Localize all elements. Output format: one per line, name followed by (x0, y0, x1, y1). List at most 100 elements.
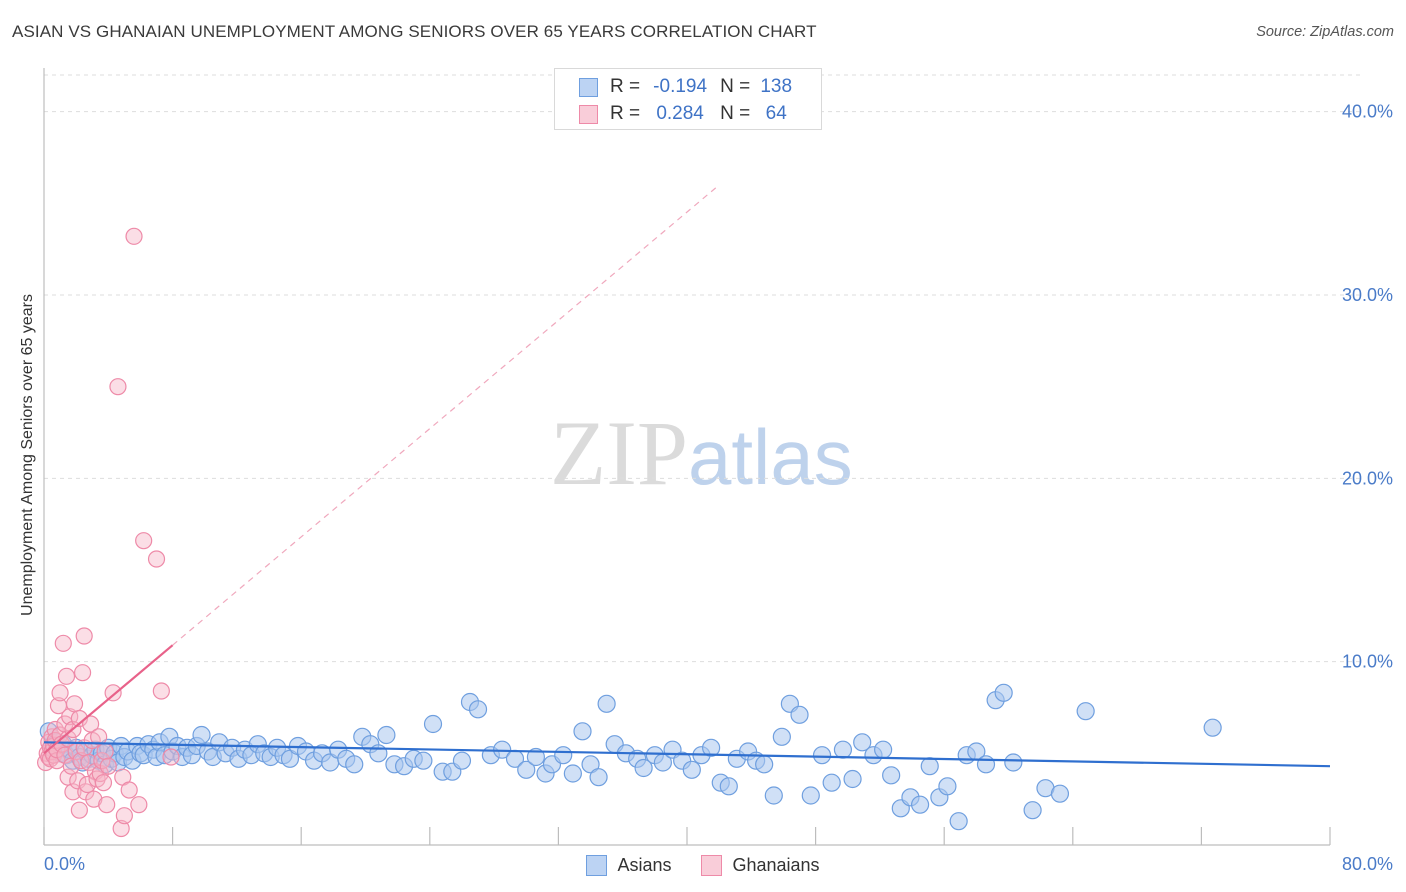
ghanaian-point (109, 378, 127, 396)
stats-n-label-asians: N = (720, 76, 751, 97)
asian-point (517, 760, 536, 779)
asian-point (764, 786, 783, 805)
ghanaian-trendline (43, 644, 174, 755)
asian-point (920, 757, 939, 776)
ghanaian-point (70, 801, 88, 819)
asian-point (414, 751, 433, 770)
ghanaian-point (115, 807, 133, 825)
stats-r-value-ghanaians: 0.284 (656, 103, 704, 124)
ghanaian-point (104, 684, 122, 702)
watermark-zip: ZIP (550, 402, 688, 504)
ghanaian-point (57, 667, 76, 685)
stats-row-ghanaians: R = 0.284 N = 64 (555, 100, 802, 128)
asian-trendline (43, 741, 1331, 768)
ghanaian-point (98, 796, 116, 814)
asian-point (573, 722, 592, 741)
asian-point (468, 700, 488, 719)
asian-point (192, 725, 211, 745)
source-label: Source: ZipAtlas.com (1256, 24, 1394, 40)
asian-point (976, 755, 996, 774)
asian-point (812, 746, 832, 765)
ghanaian-point (75, 627, 93, 645)
stats-swatch-ghanaians (579, 104, 598, 124)
ghanaian-point (64, 783, 82, 801)
asian-point (882, 766, 901, 785)
asian-point (772, 727, 791, 746)
stats-r-value-asians: -0.194 (653, 76, 708, 97)
stats-box: R = -0.194 N = 138 R = 0.284 N = 64 (554, 68, 822, 130)
ghanaian-point (90, 728, 108, 746)
asian-point (949, 812, 968, 831)
legend-item-asians[interactable]: Asians (586, 854, 672, 876)
asian-point (874, 740, 893, 759)
asian-point (280, 749, 300, 768)
stats-row-asians: R = -0.194 N = 138 (555, 73, 802, 101)
ghanaian-point (54, 634, 72, 652)
asian-point (423, 714, 443, 734)
legend: Asians Ghanaians (0, 852, 1406, 878)
asian-point (589, 768, 608, 787)
legend-item-ghanaians[interactable]: Ghanaians (701, 854, 820, 876)
ghanaian-point (80, 753, 98, 772)
x-tick-label: 0.0% (44, 854, 85, 874)
asian-point (563, 764, 582, 783)
ghanaian-point (125, 227, 143, 245)
ghanaian-point (99, 757, 117, 775)
ghanaian-point (152, 682, 170, 700)
ghanaian-point (70, 709, 88, 728)
ghanaian-trendline-extension (172, 184, 720, 646)
asian-point (719, 777, 738, 796)
ghanaian-point (65, 695, 84, 713)
ghanaian-point (82, 715, 100, 733)
asian-point (1203, 718, 1222, 737)
legend-label-ghanaians: Ghanaians (732, 854, 820, 875)
asian-point (702, 738, 721, 757)
asian-point (634, 758, 653, 778)
stats-n-value-asians: 138 (760, 76, 793, 97)
watermark: ZIPatlas (550, 400, 853, 506)
asian-point (1050, 784, 1070, 803)
ghanaian-point (112, 819, 130, 838)
y-tick-label: 40.0% (1342, 102, 1393, 122)
asian-point (452, 751, 472, 770)
y-tick-label: 10.0% (1342, 652, 1393, 672)
y-tick-label: 30.0% (1342, 285, 1393, 305)
asian-point (581, 755, 600, 774)
legend-label-asians: Asians (617, 854, 672, 875)
asian-point (597, 694, 616, 713)
ghanaian-point (94, 774, 113, 792)
asian-point (833, 740, 853, 759)
asian-point (377, 725, 396, 745)
asian-point (790, 705, 809, 724)
asian-point (994, 683, 1013, 702)
stats-n-value-ghanaians: 64 (765, 103, 787, 124)
ghanaian-point (51, 684, 69, 702)
ghanaian-point (135, 532, 153, 550)
asian-point (910, 795, 930, 814)
ghanaian-point (85, 790, 103, 808)
ghanaian-point (96, 742, 114, 761)
stats-n-label-ghanaians: N = (720, 103, 751, 124)
stats-r-label-asians: R = (610, 76, 641, 97)
chart-title: ASIAN VS GHANAIAN UNEMPLOYMENT AMONG SEN… (12, 22, 817, 41)
legend-swatch-asians (586, 854, 608, 876)
asian-point (938, 777, 957, 796)
x-tick-label: 80.0% (1342, 854, 1393, 874)
stats-r-label-ghanaians: R = (610, 103, 641, 124)
ghanaian-point (130, 796, 148, 814)
asian-point (822, 773, 841, 792)
ghanaian-point (162, 748, 180, 766)
asian-point (853, 733, 872, 752)
asian-point (345, 755, 364, 774)
ghanaian-point (120, 781, 138, 799)
asian-point (1004, 753, 1023, 772)
watermark-atlas: atlas (688, 413, 853, 501)
ghanaian-point (147, 550, 166, 568)
asian-point (843, 769, 862, 789)
legend-swatch-ghanaians (701, 854, 723, 876)
y-tick-label: 20.0% (1342, 468, 1393, 488)
asian-point (1076, 702, 1095, 721)
ghanaian-point (73, 664, 92, 682)
stats-swatch-asians (579, 77, 598, 97)
